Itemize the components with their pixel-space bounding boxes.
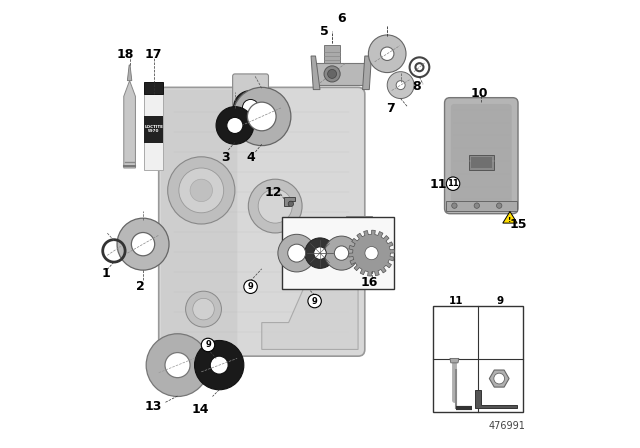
Circle shape	[244, 280, 257, 293]
FancyBboxPatch shape	[346, 216, 372, 238]
Circle shape	[193, 298, 214, 320]
Circle shape	[248, 102, 276, 131]
Circle shape	[494, 373, 504, 384]
Text: 13: 13	[145, 400, 162, 414]
Text: 12: 12	[264, 186, 282, 199]
Text: 9: 9	[248, 282, 253, 291]
Polygon shape	[311, 56, 320, 90]
Polygon shape	[475, 390, 517, 408]
Circle shape	[305, 238, 335, 268]
Circle shape	[190, 179, 212, 202]
Circle shape	[288, 244, 306, 262]
Circle shape	[446, 177, 460, 190]
FancyBboxPatch shape	[233, 74, 269, 114]
Circle shape	[131, 233, 155, 256]
Polygon shape	[349, 230, 394, 276]
Bar	[145, 82, 163, 94]
Polygon shape	[490, 370, 509, 387]
Text: 476991: 476991	[488, 421, 525, 431]
Text: 18: 18	[116, 48, 134, 61]
Circle shape	[365, 246, 378, 260]
Circle shape	[233, 87, 291, 146]
Bar	[469, 155, 494, 170]
Bar	[145, 93, 163, 170]
Polygon shape	[324, 45, 340, 63]
Text: 11: 11	[449, 296, 463, 306]
Bar	[472, 157, 492, 168]
Text: 2: 2	[136, 280, 145, 293]
Circle shape	[117, 218, 169, 270]
Circle shape	[186, 291, 221, 327]
Text: 9: 9	[497, 296, 504, 306]
Circle shape	[415, 63, 424, 71]
Circle shape	[497, 203, 502, 208]
Circle shape	[396, 81, 405, 90]
Circle shape	[211, 356, 228, 374]
Polygon shape	[124, 81, 136, 168]
Circle shape	[474, 203, 479, 208]
Text: 10: 10	[470, 86, 488, 100]
Circle shape	[234, 90, 268, 125]
Circle shape	[328, 69, 337, 78]
Text: 11: 11	[429, 178, 447, 191]
Circle shape	[324, 66, 340, 82]
Text: 15: 15	[509, 218, 527, 232]
Text: LOCTITE
5970: LOCTITE 5970	[144, 125, 163, 134]
Text: 11: 11	[447, 179, 459, 188]
Circle shape	[452, 203, 457, 208]
Circle shape	[278, 234, 316, 272]
Polygon shape	[362, 56, 371, 90]
Circle shape	[334, 246, 349, 260]
Circle shape	[288, 201, 294, 207]
Text: 8: 8	[412, 79, 420, 93]
Text: 9: 9	[205, 340, 211, 349]
Circle shape	[243, 99, 259, 116]
Text: 7: 7	[387, 102, 395, 115]
Text: 4: 4	[246, 151, 255, 164]
Polygon shape	[127, 65, 132, 81]
Circle shape	[216, 107, 253, 144]
Circle shape	[387, 72, 414, 99]
Bar	[145, 116, 163, 143]
Circle shape	[165, 353, 190, 378]
Text: 16: 16	[360, 276, 378, 289]
FancyBboxPatch shape	[451, 104, 512, 207]
Circle shape	[369, 35, 406, 73]
FancyBboxPatch shape	[445, 98, 518, 214]
Text: !: !	[508, 217, 511, 223]
Polygon shape	[284, 197, 296, 206]
Bar	[433, 306, 524, 412]
Polygon shape	[262, 251, 358, 349]
Polygon shape	[503, 211, 517, 223]
Bar	[446, 201, 517, 211]
Circle shape	[258, 189, 292, 223]
Text: 14: 14	[191, 403, 209, 417]
Circle shape	[248, 179, 302, 233]
Circle shape	[324, 236, 358, 270]
Circle shape	[308, 294, 321, 308]
Text: 5: 5	[320, 25, 329, 38]
Circle shape	[146, 334, 209, 396]
Polygon shape	[316, 63, 365, 85]
Bar	[282, 217, 394, 289]
Circle shape	[195, 340, 244, 390]
Circle shape	[227, 117, 243, 134]
Text: 1: 1	[102, 267, 110, 280]
Text: 9: 9	[312, 297, 317, 306]
Circle shape	[380, 47, 394, 60]
Circle shape	[179, 168, 224, 213]
FancyBboxPatch shape	[161, 90, 237, 354]
Text: 3: 3	[221, 151, 229, 164]
Text: 17: 17	[144, 48, 162, 61]
Circle shape	[201, 338, 215, 352]
Circle shape	[168, 157, 235, 224]
Circle shape	[314, 247, 326, 259]
Polygon shape	[450, 358, 459, 363]
FancyBboxPatch shape	[159, 87, 365, 356]
Text: 6: 6	[337, 12, 346, 26]
